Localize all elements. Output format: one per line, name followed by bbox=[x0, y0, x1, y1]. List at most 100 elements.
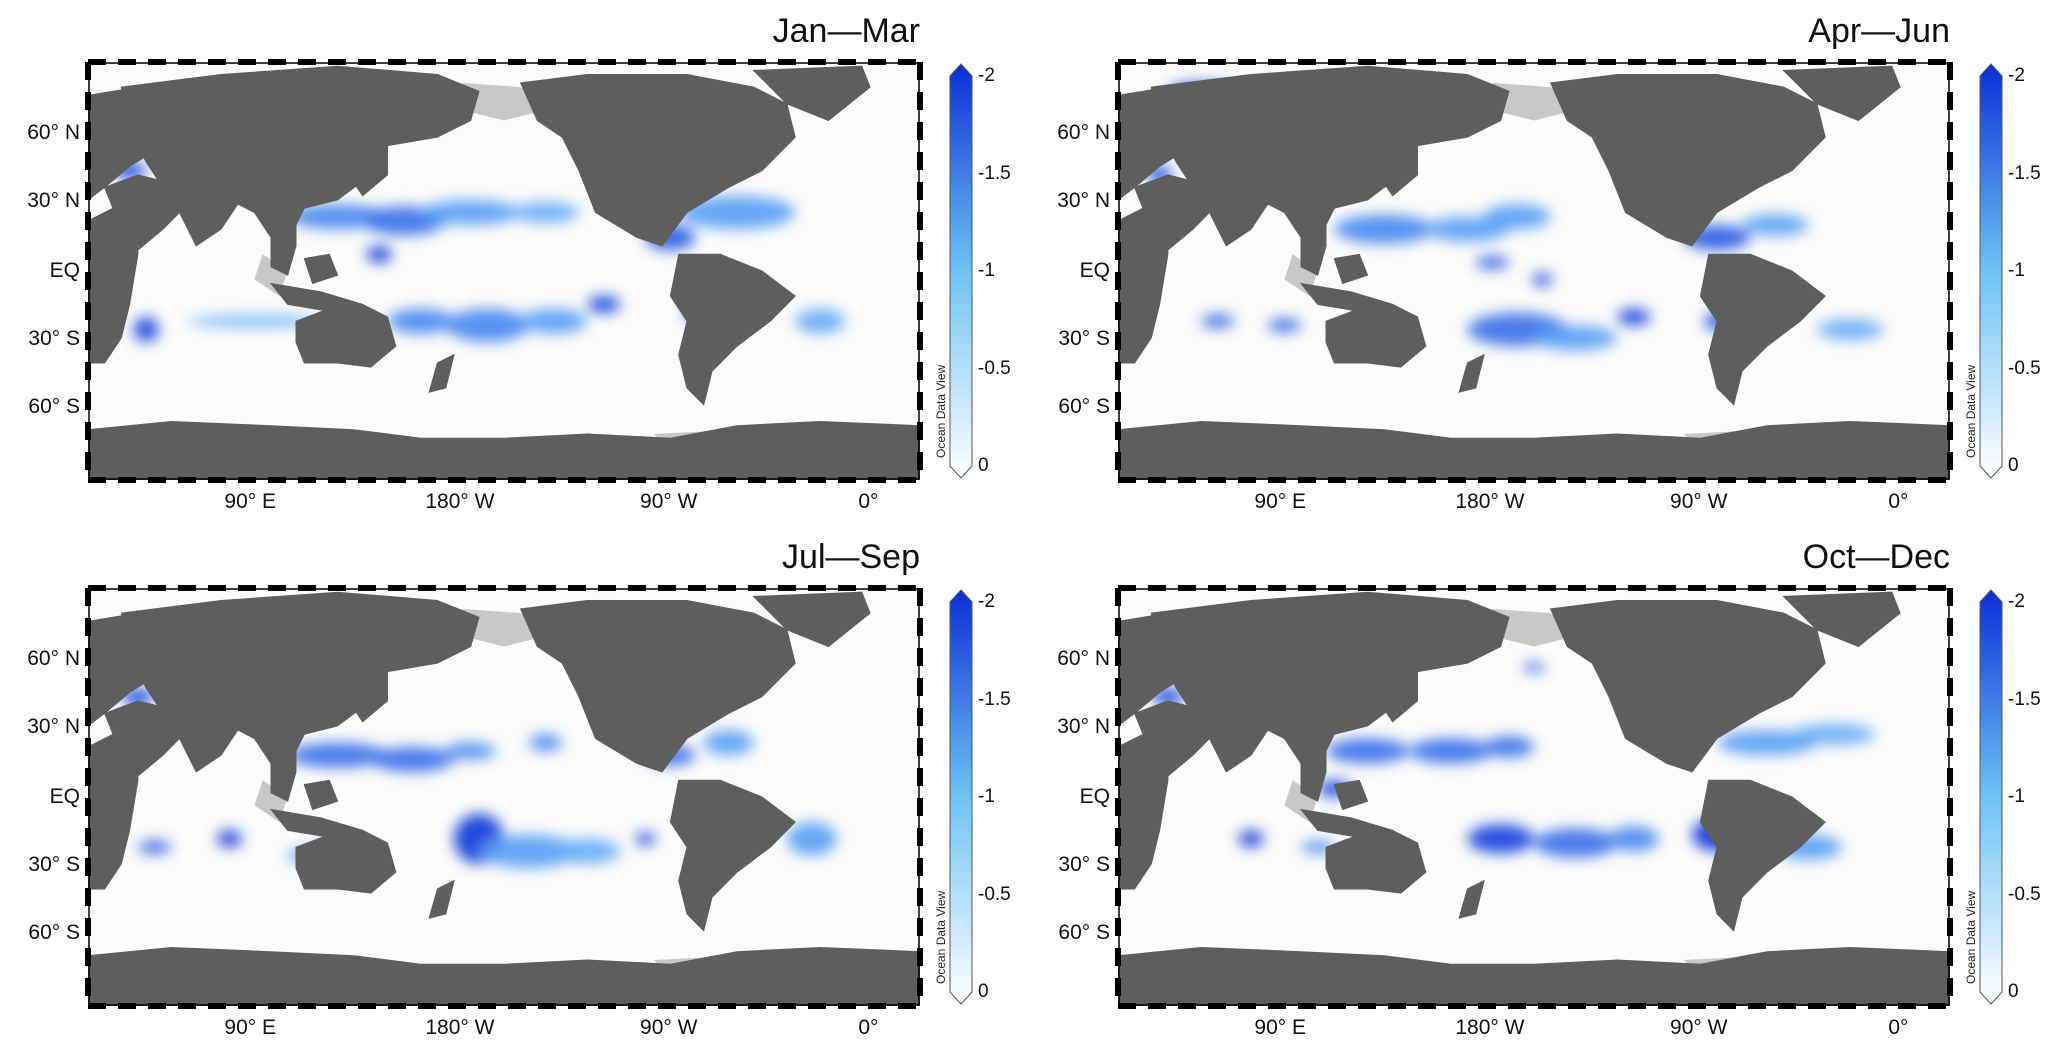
colorbar-tick-label: 0 bbox=[2008, 981, 2019, 1002]
landmass-greenland bbox=[1782, 591, 1901, 648]
colorbar-gradient bbox=[1979, 589, 2003, 1005]
landmass-indochina bbox=[270, 211, 297, 276]
latitude-label: EQ bbox=[49, 259, 80, 283]
landmass-samerica bbox=[1699, 779, 1826, 932]
latitude-label: 60° S bbox=[1058, 395, 1110, 419]
map-frame bbox=[1118, 588, 1950, 1006]
anomaly-patch bbox=[1534, 828, 1618, 858]
latitude-label: 30° N bbox=[1057, 715, 1110, 739]
longitude-label: 90° W bbox=[640, 490, 698, 513]
longitude-label: 90° E bbox=[1254, 1016, 1307, 1039]
colorbar-tick-label: -0.5 bbox=[2008, 357, 2041, 379]
anomaly-patch bbox=[370, 746, 455, 772]
colorbar-tick-label: -1.5 bbox=[2008, 162, 2041, 184]
landmass-australia bbox=[295, 829, 397, 894]
landmass-nz bbox=[1458, 879, 1485, 919]
longitude-label: 90° E bbox=[224, 1016, 277, 1039]
landmass-borneo bbox=[1333, 253, 1369, 285]
longitude-label: 0° bbox=[1888, 1016, 1909, 1039]
landmass-indochina bbox=[1300, 737, 1327, 802]
anomaly-patch bbox=[1534, 325, 1618, 351]
anomaly-patch bbox=[445, 742, 496, 760]
landmass-nz bbox=[428, 879, 455, 919]
colorbar-tick-label: -1 bbox=[978, 260, 995, 281]
colorbar-tick-label: -0.5 bbox=[2008, 883, 2041, 905]
colorbar-gradient bbox=[949, 589, 973, 1005]
anomaly-patch bbox=[786, 822, 837, 856]
landmass-samerica bbox=[669, 779, 796, 932]
colorbar-tick-label: 0 bbox=[2008, 455, 2019, 476]
latitude-label: 30° S bbox=[28, 326, 80, 350]
latitude-label: 60° S bbox=[28, 921, 80, 945]
landmass-japan bbox=[353, 662, 388, 723]
longitude-label: 90° W bbox=[1670, 1016, 1728, 1039]
landmass-japan bbox=[1383, 662, 1418, 723]
landmass-samerica bbox=[669, 253, 796, 406]
colorbar-tick-label: -2 bbox=[978, 591, 995, 612]
anomaly-patch bbox=[1334, 214, 1435, 244]
ice-region bbox=[1492, 608, 1584, 647]
longitude-label: 90° W bbox=[640, 1016, 698, 1039]
anomaly-patch bbox=[512, 202, 579, 223]
anomaly-patch bbox=[520, 308, 588, 334]
landmass-antarctica bbox=[1118, 946, 1950, 1006]
anomaly-patch bbox=[703, 730, 754, 756]
longitude-label: 180° W bbox=[425, 1016, 495, 1039]
anomaly-patch bbox=[678, 195, 796, 230]
panel-title: Jul—Sep bbox=[782, 538, 920, 576]
anomaly-patch bbox=[1484, 736, 1534, 758]
anomaly-patch bbox=[1532, 273, 1553, 286]
latitude-label: 30° N bbox=[1057, 189, 1110, 213]
landmass-australia bbox=[1325, 303, 1427, 368]
ice-region bbox=[1492, 82, 1584, 121]
colorbar-tick-label: -1 bbox=[2008, 260, 2025, 281]
anomaly-patch bbox=[420, 200, 521, 225]
anomaly-patch bbox=[187, 314, 321, 328]
longitude-label: 0° bbox=[858, 1016, 879, 1039]
landmass-indochina bbox=[1300, 211, 1327, 276]
colorbar-credit: Ocean Data View bbox=[1964, 364, 1978, 458]
landmass-japan bbox=[1383, 136, 1418, 197]
colorbar-credit: Ocean Data View bbox=[934, 890, 948, 984]
landmass-antarctica bbox=[88, 420, 920, 480]
anomaly-patch bbox=[587, 296, 621, 313]
landmass-namerica bbox=[519, 600, 796, 773]
latitude-label: EQ bbox=[1079, 785, 1110, 809]
colorbar-tick-label: -1.5 bbox=[978, 688, 1011, 710]
landmass-greenland bbox=[752, 65, 871, 122]
world-map bbox=[85, 585, 923, 1009]
anomaly-patch bbox=[366, 245, 392, 263]
colorbar bbox=[949, 63, 973, 479]
colorbar bbox=[1979, 63, 2003, 479]
anomaly-patch bbox=[1267, 319, 1301, 332]
longitude-label: 180° W bbox=[1455, 1016, 1525, 1039]
anomaly-patch bbox=[553, 838, 621, 864]
colorbar-tick-label: -1.5 bbox=[978, 162, 1011, 184]
anomaly-patch bbox=[1409, 738, 1493, 764]
ice-region bbox=[462, 608, 554, 647]
latitude-label: 60° N bbox=[1057, 121, 1110, 145]
world-map bbox=[1115, 585, 1953, 1009]
landmass-antarctica bbox=[88, 946, 920, 1006]
anomaly-patch bbox=[445, 308, 529, 342]
anomaly-patch bbox=[287, 204, 388, 230]
landmass-antarctica bbox=[1118, 420, 1950, 480]
landmass-borneo bbox=[1333, 779, 1369, 811]
anomaly-patch bbox=[1467, 824, 1534, 854]
latitude-label: EQ bbox=[1079, 259, 1110, 283]
landmass-samerica bbox=[1699, 253, 1826, 406]
latitude-label: EQ bbox=[49, 785, 80, 809]
landmass-australia bbox=[295, 303, 397, 368]
landmass-namerica bbox=[519, 74, 796, 247]
colorbar-tick-label: 0 bbox=[978, 455, 989, 476]
anomaly-patch bbox=[1484, 204, 1551, 230]
anomaly-layer bbox=[121, 613, 837, 868]
anomaly-patch bbox=[1475, 256, 1509, 269]
panel-title: Apr—Jun bbox=[1808, 12, 1950, 50]
landmass-nz bbox=[1458, 353, 1485, 393]
latitude-label: 60° N bbox=[1057, 647, 1110, 671]
longitude-label: 90° E bbox=[1254, 490, 1307, 513]
anomaly-patch bbox=[1524, 663, 1544, 672]
anomaly-patch bbox=[529, 734, 563, 752]
anomaly-patch bbox=[138, 840, 172, 854]
